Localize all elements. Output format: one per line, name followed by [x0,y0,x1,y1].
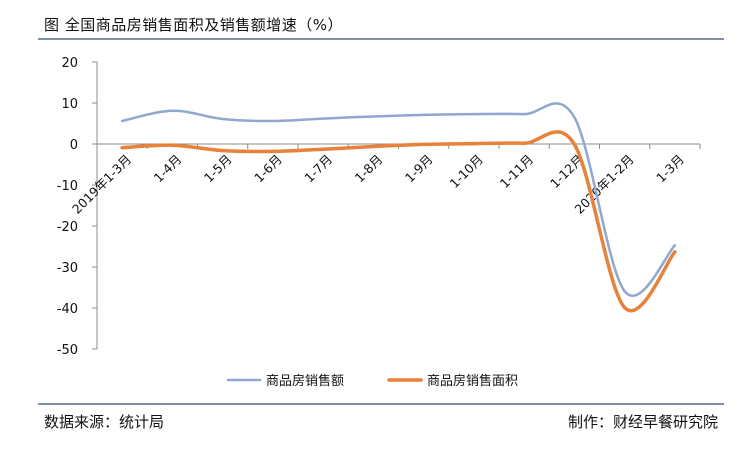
legend-sales-amount: 商品房销售额 [226,373,344,389]
y-axis: 20 10 0 -10 -20 -30 -40 -50 [57,56,98,358]
chart-title: 图 全国商品房销售面积及销售额增速（%） [44,16,344,34]
x-tick-label: 1-5月 [201,152,235,186]
y-tick-label: 0 [70,138,78,153]
title-rule [38,38,724,40]
legend-label: 商品房销售面积 [427,373,518,389]
x-tick-label: 2019年1-3月 [69,152,134,217]
x-tick-label: 1-9月 [402,152,436,186]
y-tick-label: -30 [57,261,78,276]
y-tick-label: -40 [57,302,78,317]
x-tick-label: 1-11月 [497,152,537,192]
x-tick-label: 1-4月 [151,152,185,186]
series-layer [120,102,677,313]
series-sales-amount-line [120,102,677,297]
y-tick-label: -50 [57,343,78,358]
x-tick-label: 1-7月 [301,152,335,186]
legend-label: 商品房销售额 [266,373,344,389]
y-tick-label: 20 [61,56,78,71]
y-tick-label: 10 [61,97,78,112]
footer-rule [38,403,724,405]
credit-note: 制作：财经早餐研究院 [567,413,718,431]
legend-sales-area: 商品房销售面积 [387,373,518,389]
source-note: 数据来源：统计局 [44,413,165,431]
x-tick-label: 1-8月 [352,152,386,186]
x-tick-label: 1-3月 [653,152,687,186]
y-tick-label: -10 [57,179,78,194]
x-axis: 2019年1-3月 1-4月 1-5月 1-6月 1-7月 1-8月 1-9月 1-10月 1-… [69,143,701,217]
x-tick-label: 1-10月 [446,152,486,192]
series-sales-area-line [120,130,677,313]
x-tick-label: 1-6月 [251,152,285,186]
y-tick-label: -20 [57,220,78,235]
legend: 商品房销售额 商品房销售面积 [226,373,518,389]
